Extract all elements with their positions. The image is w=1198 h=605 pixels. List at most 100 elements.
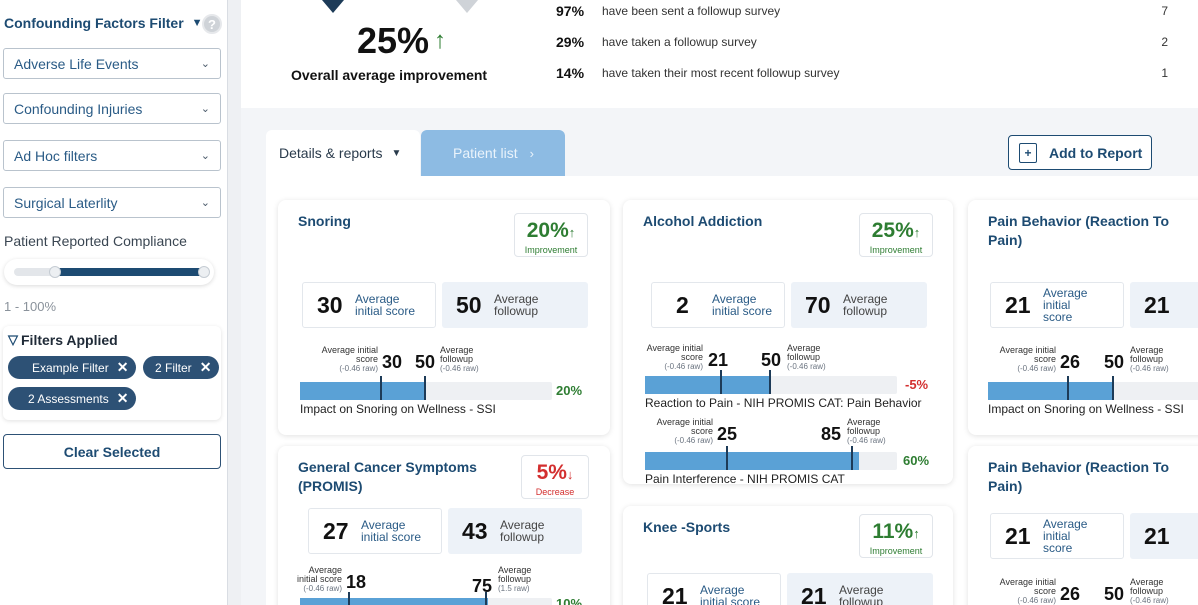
initial-score-value: 30 bbox=[317, 291, 343, 318]
initial-score-value: 21 bbox=[1005, 291, 1031, 318]
card-title: Alcohol Addiction bbox=[643, 213, 763, 229]
bar-change-percent: -5% bbox=[905, 377, 929, 392]
mini-followup-value: 50 bbox=[1104, 584, 1125, 604]
outcome-card-knee-sports[interactable]: Knee -Sports 11%↑ Improvement 21 Average… bbox=[623, 506, 953, 605]
add-report-icon: + bbox=[1019, 142, 1037, 163]
mini-initial-value: 26 bbox=[1060, 352, 1081, 372]
card-title: Snoring bbox=[298, 213, 351, 229]
mini-initial-label: Average initial score (-0.46 raw) bbox=[290, 566, 342, 594]
sidebar: Confounding Factors Filter ▼ ? Adverse L… bbox=[0, 0, 228, 605]
select-confounding-injuries[interactable]: Confounding Injuries ⌄ bbox=[3, 93, 221, 124]
arrow-up-icon: ↑ bbox=[913, 225, 921, 240]
score-bar bbox=[988, 376, 1198, 400]
improvement-badge: 20%↑ Improvement bbox=[514, 213, 588, 257]
mini-initial-raw: (-0.46 raw) bbox=[303, 584, 342, 593]
bar-change-percent: 10% bbox=[556, 596, 583, 605]
slider-track[interactable] bbox=[14, 266, 210, 278]
compliance-slider[interactable] bbox=[4, 259, 214, 285]
outcome-card-pain-behavior[interactable]: Pain Behavior (Reaction To Pain) 21 Aver… bbox=[968, 446, 1198, 605]
bar-change-percent: 60% bbox=[903, 453, 930, 468]
score-bar-fill bbox=[300, 382, 426, 400]
filters-applied-heading: ▽ Filters Applied bbox=[8, 332, 118, 348]
bar-caption: Reaction to Pain - NIH PROMIS CAT: Pain … bbox=[645, 396, 922, 410]
triangle-dark-icon bbox=[322, 0, 344, 13]
mini-initial-raw: (-0.46 raw) bbox=[664, 362, 703, 371]
mini-initial-value: 18 bbox=[346, 572, 367, 592]
outcome-card-alcohol-addiction[interactable]: Alcohol Addiction 25%↑ Improvement 2 Ave… bbox=[623, 200, 953, 484]
outcome-card-general-cancer-symptoms[interactable]: General Cancer Symptoms (PROMIS) 5%↓ Dec… bbox=[278, 446, 610, 605]
sidebar-title: Confounding Factors Filter bbox=[4, 15, 184, 31]
initial-score-value: 21 bbox=[1005, 522, 1031, 549]
initial-marker bbox=[1067, 376, 1069, 400]
chevron-down-icon: ⌄ bbox=[200, 103, 210, 115]
score-bar-fill bbox=[645, 376, 771, 394]
score-bar bbox=[645, 446, 897, 470]
add-report-label: Add to Report bbox=[1049, 144, 1143, 161]
score-bar-fill bbox=[645, 452, 859, 470]
initial-score-label: Average initial score bbox=[712, 292, 773, 318]
slider-handle-max[interactable] bbox=[198, 266, 210, 278]
mini-followup-raw: (-0.46 raw) bbox=[847, 436, 886, 445]
followup-marker bbox=[485, 592, 487, 605]
mini-followup-raw: (-0.46 raw) bbox=[1130, 596, 1169, 605]
mini-followup-text: Average followup bbox=[498, 565, 532, 584]
score-bar bbox=[645, 370, 897, 394]
mini-followup-text: Average followup bbox=[847, 417, 881, 436]
mini-followup-label: Average followup (-0.46 raw) bbox=[1130, 578, 1190, 605]
tab-label: Patient list bbox=[453, 145, 518, 161]
badge-value: 11% bbox=[872, 520, 914, 543]
stat-text: have taken their most recent followup su… bbox=[602, 66, 840, 80]
chevron-right-icon: › bbox=[529, 145, 534, 161]
mini-followup-label: Average followup (1.5 raw) bbox=[498, 565, 558, 594]
close-icon[interactable]: ✕ bbox=[116, 390, 129, 406]
help-icon[interactable]: ? bbox=[202, 14, 222, 34]
close-icon[interactable]: ✕ bbox=[199, 359, 212, 375]
details-panel: Snoring 20%↑ Improvement 30 Average init… bbox=[266, 176, 1198, 605]
select-surgical-laterality[interactable]: Surgical Laterlity ⌄ bbox=[3, 187, 221, 218]
summary-triangles bbox=[322, 0, 478, 13]
mini-followup-label: Average followup (-0.46 raw) bbox=[1130, 346, 1190, 374]
decrease-badge: 5%↓ Decrease bbox=[521, 455, 589, 499]
followup-marker bbox=[851, 446, 853, 470]
arrow-down-icon: ↓ bbox=[566, 467, 574, 482]
stat-row: 29% have taken a followup survey 2 bbox=[556, 34, 1176, 52]
stat-percent: 29% bbox=[556, 34, 585, 50]
mini-followup-value: 50 bbox=[1104, 352, 1125, 372]
clear-selected-button[interactable]: Clear Selected bbox=[3, 434, 221, 469]
stat-count: 1 bbox=[1161, 66, 1168, 80]
initial-score-label: Average initial score bbox=[1043, 517, 1088, 555]
mini-followup-raw: (-0.46 raw) bbox=[440, 364, 479, 373]
mini-initial-value: 30 bbox=[382, 352, 403, 372]
score-bar-fill bbox=[988, 382, 1114, 400]
funnel-icon: ▽ bbox=[8, 332, 18, 347]
add-to-report-button[interactable]: + Add to Report bbox=[1008, 135, 1152, 170]
stat-count: 2 bbox=[1161, 35, 1168, 49]
badge-label: Improvement bbox=[869, 245, 923, 255]
sidebar-gutter bbox=[228, 0, 241, 605]
select-adverse-life-events[interactable]: Adverse Life Events ⌄ bbox=[3, 48, 221, 79]
badge-label: Improvement bbox=[524, 245, 578, 255]
followup-score-box: 43 Average followup bbox=[448, 508, 582, 554]
outcome-card-snoring[interactable]: Snoring 20%↑ Improvement 30 Average init… bbox=[278, 200, 610, 435]
chevron-down-icon: ⌄ bbox=[200, 58, 210, 70]
mini-followup-text: Average followup bbox=[787, 343, 821, 362]
mini-initial-raw: (-0.46 raw) bbox=[674, 436, 713, 445]
mini-initial-label: Average initial score (-0.46 raw) bbox=[990, 346, 1056, 374]
confounding-factors-toggle[interactable]: Confounding Factors Filter ▼ bbox=[4, 15, 203, 31]
close-icon[interactable]: ✕ bbox=[116, 359, 129, 375]
tab-patient-list[interactable]: Patient list › bbox=[421, 130, 565, 176]
chevron-down-icon: ▼ bbox=[191, 17, 203, 29]
followup-score-box: 21 bbox=[1130, 513, 1198, 559]
slider-handle-min[interactable] bbox=[49, 266, 61, 278]
overall-improvement-value: 25% bbox=[357, 20, 430, 61]
filters-applied-panel: ▽ Filters Applied Example Filter ✕ 2 Fil… bbox=[3, 326, 221, 420]
arrow-up-icon: ↑ bbox=[568, 225, 576, 240]
initial-score-value: 2 bbox=[676, 291, 689, 318]
outcome-card-pain-behavior[interactable]: Pain Behavior (Reaction To Pain) 21 Aver… bbox=[968, 200, 1198, 435]
tab-label: Details & reports bbox=[279, 145, 383, 161]
select-ad-hoc-filters[interactable]: Ad Hoc filters ⌄ bbox=[3, 140, 221, 171]
score-bar bbox=[300, 376, 552, 400]
tab-details-reports[interactable]: Details & reports ▼ bbox=[266, 130, 420, 176]
followup-score-label: Average followup bbox=[843, 292, 888, 318]
